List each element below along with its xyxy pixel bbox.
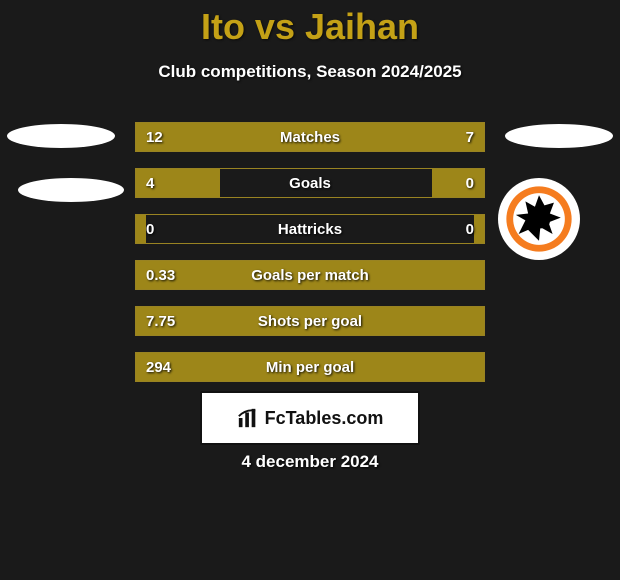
stat-row: 7.75Shots per goal xyxy=(135,306,485,336)
stat-row: 0.33Goals per match xyxy=(135,260,485,290)
stat-value-left: 0 xyxy=(146,215,154,243)
left-club-ellipse-top xyxy=(7,124,115,148)
stat-bar-left xyxy=(136,215,146,243)
stat-value-right: 0 xyxy=(466,215,474,243)
bars-icon xyxy=(237,407,259,429)
stat-row: 294Min per goal xyxy=(135,352,485,382)
page-subtitle: Club competitions, Season 2024/2025 xyxy=(0,62,620,82)
stat-value-left: 294 xyxy=(146,353,171,381)
stats-area: 127Matches40Goals00Hattricks0.33Goals pe… xyxy=(135,122,485,398)
fctables-label: FcTables.com xyxy=(265,408,384,429)
stat-bar-right xyxy=(432,169,484,197)
fctables-attribution: FcTables.com xyxy=(200,391,420,445)
stat-value-left: 4 xyxy=(146,169,154,197)
chiangrai-logo-icon xyxy=(505,185,573,253)
stat-value-left: 7.75 xyxy=(146,307,175,335)
stat-value-right: 0 xyxy=(466,169,474,197)
stat-label: Hattricks xyxy=(136,215,484,243)
date-label: 4 december 2024 xyxy=(0,452,620,472)
stat-row: 127Matches xyxy=(135,122,485,152)
page-title: Ito vs Jaihan xyxy=(0,0,620,48)
stat-bar-right xyxy=(345,123,484,151)
stat-row: 0 0Hattricks xyxy=(135,214,485,244)
right-club-badge xyxy=(498,178,580,260)
left-club-ellipse-bottom xyxy=(18,178,124,202)
stat-bar-left xyxy=(136,353,484,381)
stat-value-left: 0.33 xyxy=(146,261,175,289)
stat-row: 40Goals xyxy=(135,168,485,198)
stat-value-left: 12 xyxy=(146,123,163,151)
stat-bar-left xyxy=(136,307,484,335)
stat-bar-left xyxy=(136,261,484,289)
stat-value-right: 7 xyxy=(466,123,474,151)
stat-bar-left xyxy=(136,123,345,151)
right-club-ellipse xyxy=(505,124,613,148)
stat-bar-right xyxy=(474,215,484,243)
